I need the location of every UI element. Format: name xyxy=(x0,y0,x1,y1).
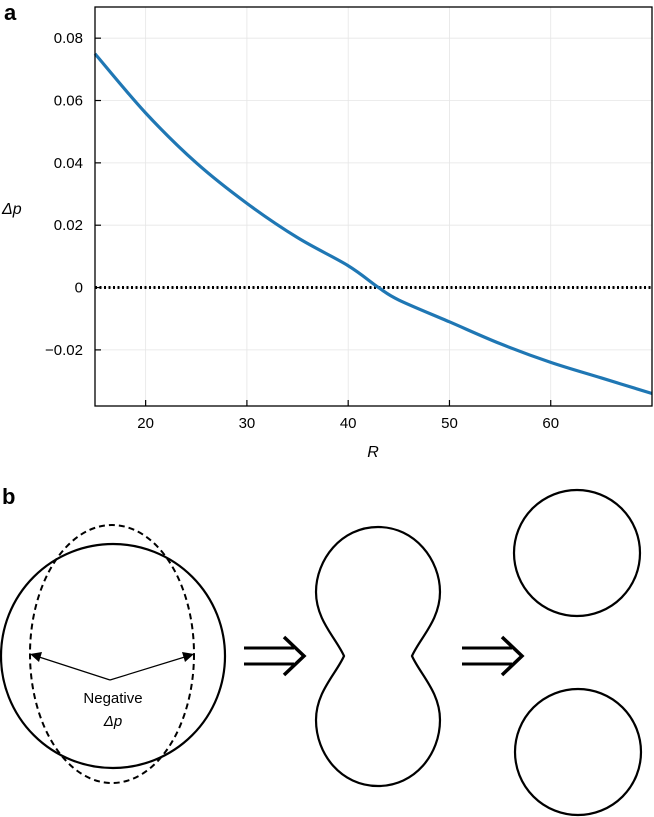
plot-frame xyxy=(94,6,653,407)
arrow-left-line xyxy=(35,655,111,681)
annotation-negative: Negative xyxy=(83,690,142,707)
double-arrow-2 xyxy=(462,635,525,677)
double-arrow-1 xyxy=(244,635,307,677)
daughter-droplet-bottom xyxy=(513,687,643,817)
x-tick-label: 20 xyxy=(137,415,154,432)
y-axis-ticks: −0.02 0 0.02 0.04 0.06 0.08 xyxy=(45,30,101,359)
arrow-left-head xyxy=(30,652,42,662)
panel-a-label: a xyxy=(4,0,17,25)
y-tick-label: 0.02 xyxy=(54,217,83,234)
y-axis-label: Δp xyxy=(1,201,22,218)
panel-b-label: b xyxy=(2,484,15,509)
initial-circle xyxy=(0,542,227,770)
dumbbell-droplet xyxy=(314,525,442,788)
series-group xyxy=(93,52,653,396)
arrow-right-head xyxy=(182,652,194,662)
x-tick-label: 60 xyxy=(542,415,559,432)
droplet-diagram: Negative Δp xyxy=(0,488,643,817)
annotation-delta-p: Δp xyxy=(103,713,122,730)
arrow-right-line xyxy=(109,655,189,681)
x-axis-label: R xyxy=(367,444,379,461)
x-tick-label: 50 xyxy=(441,415,458,432)
y-tick-label: 0.06 xyxy=(54,93,83,110)
x-tick-label: 40 xyxy=(340,415,357,432)
grid xyxy=(95,7,652,406)
x-tick-label: 30 xyxy=(239,415,256,432)
series-delta-p-line xyxy=(93,52,653,396)
daughter-droplet-top xyxy=(512,488,642,618)
y-tick-label: 0.08 xyxy=(54,30,83,47)
y-tick-label: −0.02 xyxy=(45,342,83,359)
y-tick-label: 0.04 xyxy=(54,155,83,172)
y-tick-label: 0 xyxy=(75,280,83,297)
line-chart: 20 30 40 50 60 −0.02 0 0.02 0.04 0.06 0.08 R Δp xyxy=(1,6,653,461)
perturbed-ellipse xyxy=(29,524,195,784)
x-axis-ticks: 20 30 40 50 60 xyxy=(137,400,559,432)
